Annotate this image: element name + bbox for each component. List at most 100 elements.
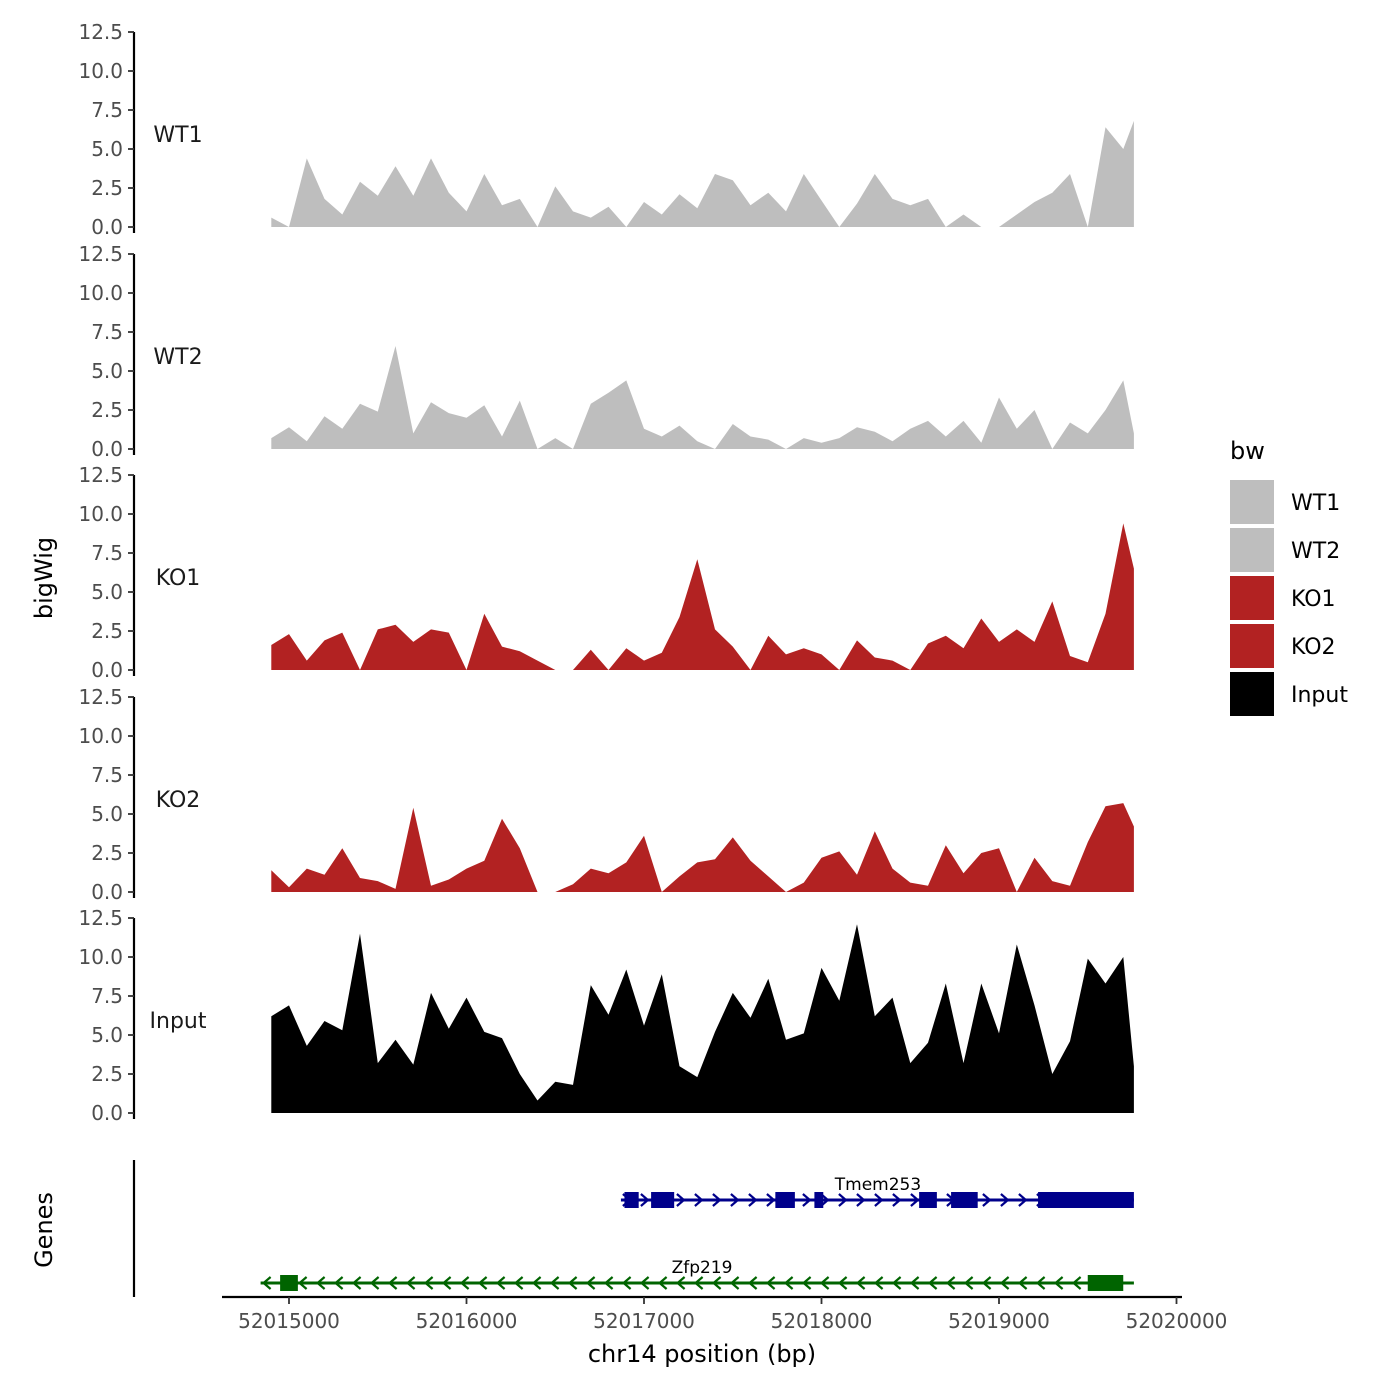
strand-arrow — [1035, 1276, 1046, 1290]
track-input: 0.0 2.5 5.0 7.5 10.0 12.5 Input — [78, 906, 1134, 1125]
track-label: KO1 — [156, 566, 201, 591]
y-tick-label: 7.5 — [91, 320, 123, 344]
strand-arrow — [783, 1276, 794, 1290]
track-label: WT2 — [153, 345, 202, 370]
bigwig-tracks: 0.0 2.5 5.0 7.5 10.0 12.5 WT1 0.0 2.5 5.0 7.5 10.0 1… — [78, 20, 1134, 1125]
strand-arrow — [891, 1276, 902, 1290]
y-tick-label: 12.5 — [78, 463, 123, 487]
strand-arrow — [405, 1276, 416, 1290]
strand-arrow — [441, 1276, 452, 1290]
legend: bw WT1 WT2 KO1 KO2 Input — [1230, 437, 1348, 716]
strand-arrow — [837, 1276, 848, 1290]
y-tick-label: 2.5 — [91, 619, 123, 643]
legend-label: Input — [1291, 683, 1348, 708]
strand-arrow — [694, 1193, 704, 1207]
y-tick-label: 0.0 — [91, 1101, 123, 1125]
strand-arrow — [315, 1276, 326, 1290]
y-tick-label: 10.0 — [78, 502, 123, 526]
strand-arrow — [423, 1276, 434, 1290]
coverage-area-wt1 — [271, 120, 1134, 227]
strand-arrow — [909, 1276, 920, 1290]
x-tick-label: 52015000 — [238, 1309, 340, 1333]
gene-exon — [951, 1192, 978, 1208]
genes-axis-title: Genes — [30, 1192, 58, 1268]
strand-arrow — [640, 1193, 650, 1207]
legend-title: bw — [1230, 437, 1265, 465]
strand-arrow — [945, 1276, 956, 1290]
gene-exon — [280, 1275, 298, 1291]
y-tick-label: 7.5 — [91, 763, 123, 787]
strand-arrow — [802, 1193, 812, 1207]
y-tick-label: 0.0 — [91, 215, 123, 239]
y-tick-label: 5.0 — [91, 137, 123, 161]
strand-arrow — [693, 1276, 704, 1290]
y-tick-label: 5.0 — [91, 580, 123, 604]
y-tick-label: 10.0 — [78, 59, 123, 83]
y-tick-label: 10.0 — [78, 945, 123, 969]
gene-label: Tmem253 — [834, 1175, 921, 1195]
strand-arrow — [711, 1276, 722, 1290]
y-tick-label: 12.5 — [78, 685, 123, 709]
strand-arrow — [730, 1193, 740, 1207]
legend-label: WT2 — [1291, 539, 1340, 564]
strand-arrow — [874, 1193, 884, 1207]
gene-exon — [775, 1192, 795, 1208]
x-axis: 52015000 52016000 52017000 52018000 52019000… — [222, 1295, 1227, 1333]
strand-arrow — [748, 1193, 758, 1207]
strand-arrow — [856, 1193, 866, 1207]
strand-arrow — [477, 1276, 488, 1290]
x-tick-label: 52018000 — [771, 1309, 873, 1333]
strand-arrow — [585, 1276, 596, 1290]
strand-arrow — [603, 1276, 614, 1290]
gene-exon — [624, 1192, 639, 1208]
gene-exon — [1087, 1275, 1124, 1291]
y-tick-label: 2.5 — [91, 176, 123, 200]
coverage-area-wt2 — [271, 346, 1134, 449]
y-tick-label: 5.0 — [91, 359, 123, 383]
strand-arrow — [855, 1276, 866, 1290]
strand-arrow — [676, 1193, 686, 1207]
y-tick-label: 12.5 — [78, 906, 123, 930]
track-label: Input — [150, 1009, 207, 1034]
y-tick-label: 5.0 — [91, 802, 123, 826]
y-tick-label: 7.5 — [91, 541, 123, 565]
gene-label: Zfp219 — [672, 1258, 733, 1278]
y-tick-label: 12.5 — [78, 20, 123, 44]
strand-arrow — [927, 1276, 938, 1290]
strand-arrow — [801, 1276, 812, 1290]
strand-arrow — [351, 1276, 362, 1290]
strand-arrow — [657, 1276, 668, 1290]
strand-arrow — [963, 1276, 974, 1290]
gene-exon — [919, 1192, 937, 1208]
coverage-area-ko1 — [271, 523, 1134, 670]
strand-arrow — [387, 1276, 398, 1290]
strand-arrow — [639, 1276, 650, 1290]
x-tick-label: 52019000 — [948, 1309, 1050, 1333]
strand-arrow — [766, 1193, 776, 1207]
track-wt2: 0.0 2.5 5.0 7.5 10.0 12.5 WT2 — [78, 242, 1134, 461]
y-tick-label: 2.5 — [91, 1062, 123, 1086]
legend-label: KO1 — [1291, 587, 1336, 612]
y-tick-label: 5.0 — [91, 1023, 123, 1047]
x-axis-title: chr14 position (bp) — [588, 1340, 816, 1368]
gene-exon — [651, 1192, 675, 1208]
strand-arrow — [459, 1276, 470, 1290]
strand-arrow — [838, 1193, 848, 1207]
x-tick-label: 52016000 — [416, 1309, 518, 1333]
coverage-area-ko2 — [271, 803, 1134, 892]
strand-arrow — [297, 1276, 308, 1290]
strand-arrow — [513, 1276, 524, 1290]
strand-arrow — [910, 1193, 920, 1207]
y-tick-label: 2.5 — [91, 841, 123, 865]
gene-exon — [814, 1192, 824, 1208]
strand-arrow — [819, 1276, 830, 1290]
strand-arrow — [873, 1276, 884, 1290]
strand-arrow — [567, 1276, 578, 1290]
strand-arrow — [982, 1193, 992, 1207]
strand-arrow — [1000, 1193, 1010, 1207]
y-tick-label: 0.0 — [91, 880, 123, 904]
gene-tmem253: Tmem253 — [620, 1175, 1134, 1208]
track-label: WT1 — [153, 123, 202, 148]
y-tick-label: 7.5 — [91, 98, 123, 122]
coverage-area-input — [271, 924, 1134, 1113]
